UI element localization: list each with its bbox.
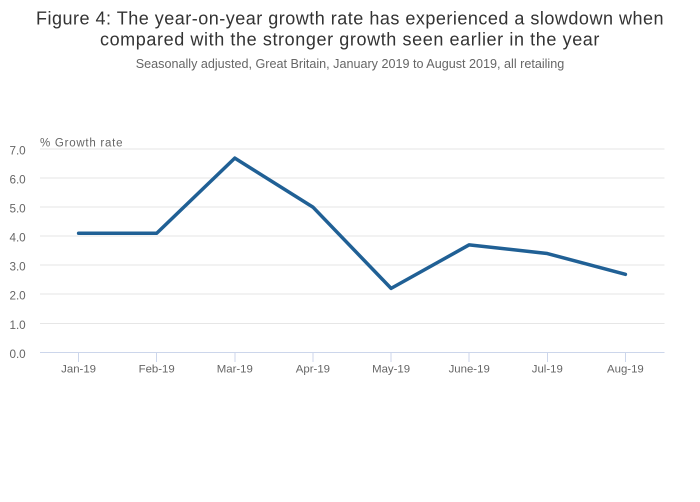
svg-text:5.0: 5.0 bbox=[9, 203, 26, 216]
svg-text:Aug-19: Aug-19 bbox=[607, 363, 644, 375]
svg-text:Mar-19: Mar-19 bbox=[217, 363, 253, 375]
svg-text:Jul-19: Jul-19 bbox=[532, 363, 563, 375]
svg-text:2.0: 2.0 bbox=[9, 290, 26, 303]
svg-text:Figure 4: The year-on-year gro: Figure 4: The year-on-year growth rate h… bbox=[36, 8, 664, 28]
svg-text:compared with the stronger gro: compared with the stronger growth seen e… bbox=[100, 30, 600, 50]
svg-text:0.0: 0.0 bbox=[9, 348, 26, 361]
svg-text:June-19: June-19 bbox=[449, 363, 490, 375]
svg-text:Apr-19: Apr-19 bbox=[296, 363, 330, 375]
svg-text:7.0: 7.0 bbox=[9, 145, 26, 158]
svg-text:Feb-19: Feb-19 bbox=[139, 363, 175, 375]
svg-text:6.0: 6.0 bbox=[9, 174, 26, 187]
svg-text:4.0: 4.0 bbox=[9, 232, 26, 245]
svg-text:% Growth rate: % Growth rate bbox=[40, 137, 123, 149]
svg-text:May-19: May-19 bbox=[372, 363, 410, 375]
svg-text:3.0: 3.0 bbox=[9, 261, 26, 274]
svg-text:Seasonally adjusted, Great Bri: Seasonally adjusted, Great Britain, Janu… bbox=[136, 57, 564, 71]
svg-text:1.0: 1.0 bbox=[9, 319, 26, 332]
svg-text:Jan-19: Jan-19 bbox=[61, 363, 96, 375]
